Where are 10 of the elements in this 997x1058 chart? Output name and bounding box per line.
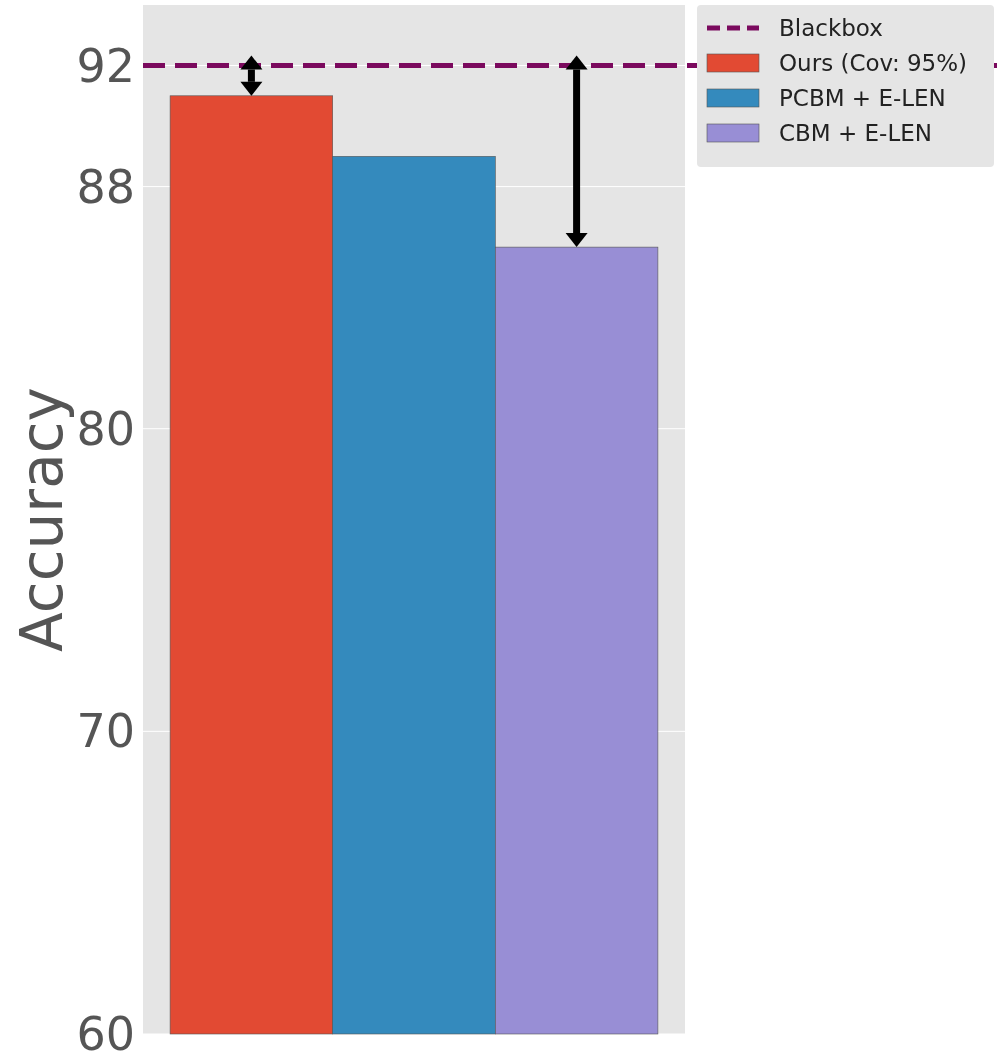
legend-label: PCBM + E-LEN <box>779 85 946 111</box>
legend-label: Ours (Cov: 95%) <box>779 50 968 76</box>
y-tick-label: 70 <box>76 704 135 759</box>
y-tick-label: 92 <box>76 38 135 93</box>
legend-label: CBM + E-LEN <box>779 120 932 146</box>
y-tick-label: 60 <box>76 1007 135 1058</box>
y-tick-label: 80 <box>76 401 135 456</box>
y-axis-title: Accuracy <box>8 387 76 652</box>
legend-label: Blackbox <box>779 15 883 41</box>
y-tick-label: 88 <box>76 159 135 214</box>
